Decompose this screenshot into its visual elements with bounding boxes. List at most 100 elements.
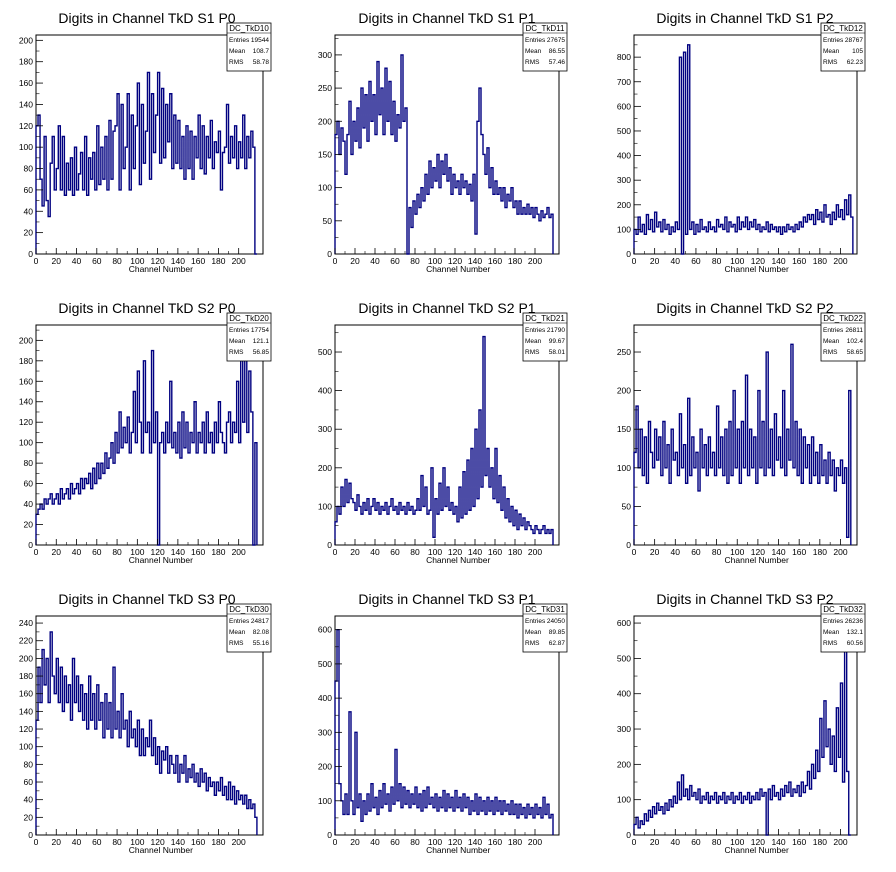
x-tick-label: 100	[730, 837, 744, 847]
x-tick-label: 20	[650, 837, 660, 847]
y-tick-label: 0	[626, 249, 631, 259]
panel-title: Digits in Channel TkD S2 P1	[358, 300, 535, 316]
y-tick-label: 20	[24, 812, 34, 822]
x-tick-label: 0	[34, 547, 39, 557]
panel-title: Digits in Channel TkD S3 P1	[358, 591, 535, 607]
y-tick-label: 140	[19, 397, 33, 407]
stats-label-rms: RMS	[823, 640, 838, 647]
x-tick-label: 100	[428, 547, 442, 557]
x-tick-label: 120	[751, 837, 765, 847]
x-tick-label: 0	[632, 547, 637, 557]
stats-box: DC_TkD11 Entries 27675 Mean 86.55 RMS 57.46	[522, 22, 568, 72]
stats-histogram-name: DC_TkD31	[525, 605, 565, 614]
y-tick-label: 0	[327, 830, 332, 840]
stats-value-entries: 26236	[845, 618, 863, 625]
stats-histogram-name: DC_TkD20	[229, 314, 269, 323]
histogram-line	[334, 628, 554, 835]
y-tick-label: 100	[19, 142, 33, 152]
y-tick-label: 60	[24, 777, 34, 787]
y-tick-label: 400	[318, 386, 332, 396]
x-tick-label: 40	[671, 837, 681, 847]
x-tick-label: 20	[52, 837, 62, 847]
x-axis-label: Channel Number	[725, 264, 789, 274]
y-tick-label: 400	[318, 693, 332, 703]
stats-value-mean: 89.85	[549, 629, 566, 636]
stats-value-mean: 121.1	[253, 338, 270, 345]
x-tick-label: 100	[428, 837, 442, 847]
x-tick-label: 100	[428, 256, 442, 266]
x-tick-label: 80	[410, 256, 420, 266]
panel-title: Digits in Channel TkD S1 P1	[358, 10, 535, 26]
x-axis-label: Channel Number	[426, 555, 490, 565]
x-tick-label: 200	[833, 837, 847, 847]
y-tick-label: 600	[617, 101, 631, 111]
x-tick-label: 180	[813, 256, 827, 266]
x-tick-label: 80	[112, 547, 122, 557]
y-tick-label: 200	[617, 759, 631, 769]
x-tick-label: 100	[730, 547, 744, 557]
y-tick-label: 40	[24, 206, 34, 216]
y-tick-label: 200	[19, 335, 33, 345]
histogram-panel-dc-tkd12: Digits in Channel TkD S1 P2 0 20 40 60 80 100 1…	[617, 10, 866, 274]
stats-box-frame	[522, 312, 568, 362]
stats-box: DC_TkD10 Entries 19544 Mean 108.7 RMS 58.78	[226, 22, 272, 72]
stats-value-rms: 62.23	[847, 59, 864, 66]
x-tick-label: 140	[771, 837, 785, 847]
x-tick-label: 160	[792, 547, 806, 557]
stats-box: DC_TkD22 Entries 26811 Mean 102.4 RMS 58.65	[820, 312, 866, 362]
stats-histogram-name: DC_TkD30	[229, 605, 269, 614]
histogram-panel-dc-tkd22: Digits in Channel TkD S2 P2 0 20 40 60 80 100 1…	[617, 300, 866, 565]
stats-label-mean: Mean	[525, 338, 542, 345]
plot-frame	[633, 615, 858, 836]
stats-label-rms: RMS	[525, 59, 540, 66]
stats-label-entries: Entries	[525, 618, 546, 625]
x-tick-label: 140	[468, 547, 482, 557]
x-tick-label: 140	[171, 547, 185, 557]
y-tick-label: 300	[318, 50, 332, 60]
y-tick-label: 160	[19, 78, 33, 88]
stats-label-mean: Mean	[229, 629, 246, 636]
x-tick-label: 0	[333, 256, 338, 266]
stats-label-mean: Mean	[525, 629, 542, 636]
y-tick-label: 80	[24, 759, 34, 769]
stats-label-mean: Mean	[823, 629, 840, 636]
x-tick-label: 200	[528, 547, 542, 557]
stats-box-frame	[820, 22, 866, 72]
x-tick-label: 80	[112, 256, 122, 266]
histogram-panel-dc-tkd21: Digits in Channel TkD S2 P1 0 20 40 60 80 100 1…	[318, 300, 568, 565]
x-tick-label: 200	[232, 256, 246, 266]
panel-title: Digits in Channel TkD S3 P2	[656, 591, 833, 607]
y-tick-label: 100	[617, 795, 631, 805]
stats-value-entries: 24050	[547, 618, 565, 625]
y-tick-label: 300	[318, 424, 332, 434]
y-tick-label: 400	[617, 151, 631, 161]
stats-value-entries: 24817	[251, 618, 269, 625]
x-tick-label: 60	[92, 547, 102, 557]
stats-histogram-name: DC_TkD32	[823, 605, 863, 614]
x-tick-label: 40	[671, 547, 681, 557]
x-tick-label: 140	[771, 256, 785, 266]
stats-label-entries: Entries	[525, 37, 546, 44]
x-tick-label: 160	[191, 256, 205, 266]
y-tick-label: 600	[617, 618, 631, 628]
stats-box-frame	[820, 312, 866, 362]
stats-histogram-name: DC_TkD12	[823, 24, 863, 33]
x-tick-label: 120	[151, 256, 165, 266]
y-tick-label: 700	[617, 77, 631, 87]
stats-value-rms: 55.16	[253, 640, 270, 647]
x-tick-label: 200	[528, 837, 542, 847]
y-tick-label: 300	[617, 175, 631, 185]
x-tick-label: 60	[691, 547, 701, 557]
y-tick-label: 40	[24, 499, 34, 509]
x-tick-label: 80	[712, 547, 722, 557]
stats-label-mean: Mean	[525, 48, 542, 55]
x-tick-label: 60	[390, 547, 400, 557]
stats-label-rms: RMS	[823, 349, 838, 356]
x-tick-label: 0	[34, 837, 39, 847]
histogram-panel-dc-tkd11: Digits in Channel TkD S1 P1 0 20 40 60 80 100 1…	[318, 10, 568, 274]
x-tick-label: 0	[632, 256, 637, 266]
y-tick-label: 100	[19, 438, 33, 448]
y-tick-label: 250	[617, 347, 631, 357]
x-tick-label: 40	[72, 256, 82, 266]
y-tick-label: 100	[617, 463, 631, 473]
